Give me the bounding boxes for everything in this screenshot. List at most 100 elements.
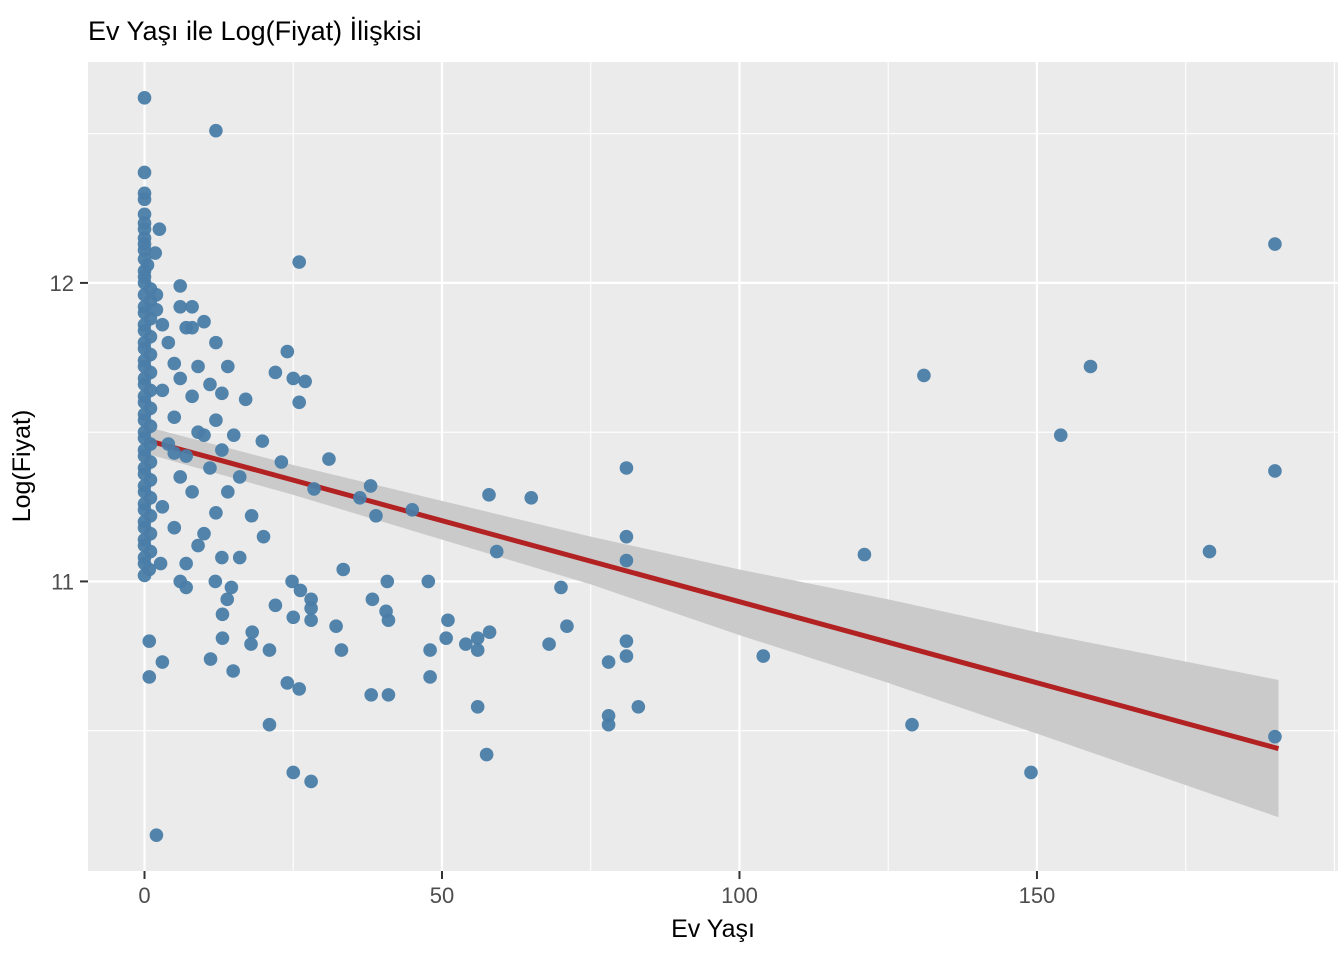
data-point [149,288,164,302]
data-point [285,574,299,589]
data-point [155,500,170,514]
data-point [298,374,312,389]
data-point [619,553,634,568]
data-point [238,392,253,407]
data-point [470,631,485,645]
data-point [286,610,301,625]
data-point [601,717,616,732]
data-point [209,505,223,520]
data-point [152,222,167,236]
data-point [369,508,383,523]
data-point [161,335,176,350]
data-point [1268,237,1282,251]
data-point [226,428,241,442]
x-tick-label: 150 [1019,883,1056,908]
data-point [197,526,211,541]
data-point [215,443,229,457]
data-point [197,428,211,442]
data-point [756,649,771,663]
x-tick-label: 0 [138,883,150,908]
data-point [244,508,259,523]
data-point [142,670,157,684]
data-point [304,601,318,616]
data-point [905,717,919,732]
data-point [153,556,168,571]
data-point [226,664,240,678]
data-point [479,747,494,762]
data-point [155,655,170,669]
data-point [203,377,217,392]
data-point [209,335,223,350]
regression-line [143,437,1280,752]
data-point [353,491,367,505]
data-point [137,568,152,583]
plot-generated-layers: 0 50 100 150 11 12 [50,62,1338,908]
data-point [1083,359,1098,374]
data-point [173,299,188,314]
y-axis-title: Log(Fiyat) [8,410,36,523]
data-point [857,547,872,562]
data-point [262,643,277,657]
data-point [292,395,307,410]
data-point [167,356,182,371]
data-point [458,637,473,651]
data-point [470,643,485,657]
data-point [255,434,270,448]
data-point [173,371,188,386]
data-point [137,165,152,180]
data-point [329,619,343,634]
data-point [167,410,182,425]
data-point [1268,729,1282,744]
data-point [381,613,396,628]
data-point [137,192,152,207]
data-point [149,302,164,317]
data-point [197,314,211,329]
data-point [256,529,271,544]
data-point [148,246,163,260]
data-point [185,299,199,314]
data-point [363,479,378,493]
data-point [421,574,436,589]
data-point [365,592,380,607]
data-point [560,619,574,634]
data-point [470,700,485,714]
data-point [482,488,496,502]
data-point [191,538,205,553]
data-point [221,485,235,499]
data-point [173,279,188,293]
data-point [619,649,634,663]
data-point [203,652,218,666]
data-point [191,359,205,374]
y-tick-label: 11 [51,569,74,594]
data-point [167,446,182,460]
data-point [322,452,336,466]
data-point [292,255,307,269]
y-tick-label: 12 [50,271,74,296]
data-point [179,449,193,463]
data-point [208,574,223,589]
data-point [268,365,283,380]
data-point [286,371,301,386]
data-point [380,574,395,589]
data-point [423,670,437,684]
data-point [149,828,164,842]
data-point [601,655,616,669]
data-point [142,634,157,648]
data-point [280,344,295,359]
data-point [286,765,301,780]
x-axis-title: Ev Yaşı [671,915,755,943]
data-point [405,502,420,517]
data-point [441,613,455,628]
data-point [155,317,170,332]
data-point [215,386,229,401]
data-point [524,491,539,505]
data-point [179,580,193,595]
data-point [185,485,199,499]
data-point [292,682,307,696]
data-point [1024,765,1038,780]
data-point [155,383,170,398]
data-point [554,580,568,595]
data-point [307,482,321,496]
data-point [209,123,223,138]
data-point [215,631,230,645]
